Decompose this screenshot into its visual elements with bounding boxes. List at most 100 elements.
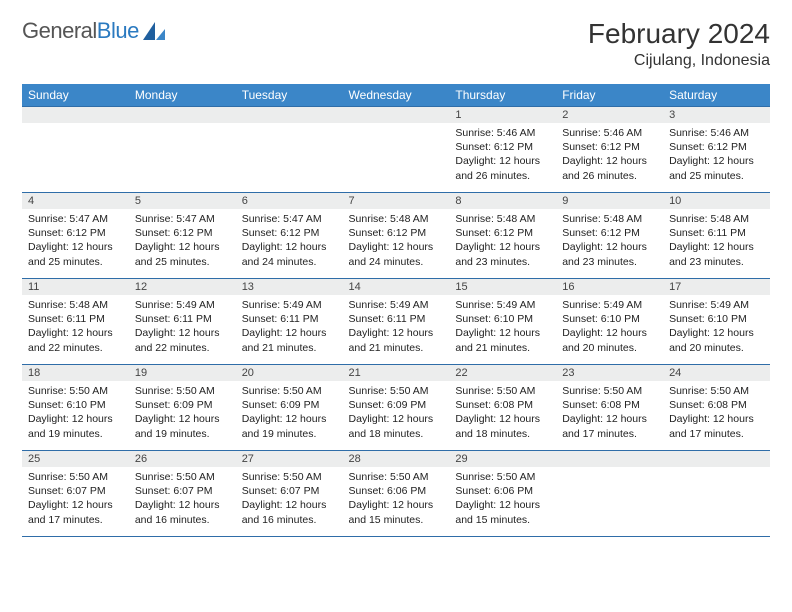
daylight-line: Daylight: 12 hours and 21 minutes.	[349, 326, 444, 354]
day-cell: 3Sunrise: 5:46 AMSunset: 6:12 PMDaylight…	[663, 107, 770, 193]
day-number: 14	[343, 279, 450, 295]
daylight-line: Daylight: 12 hours and 24 minutes.	[242, 240, 337, 268]
day-details: Sunrise: 5:50 AMSunset: 6:06 PMDaylight:…	[343, 467, 450, 533]
daylight-line: Daylight: 12 hours and 15 minutes.	[455, 498, 550, 526]
day-details: Sunrise: 5:47 AMSunset: 6:12 PMDaylight:…	[236, 209, 343, 275]
sunrise-line: Sunrise: 5:48 AM	[562, 212, 657, 226]
day-details: Sunrise: 5:47 AMSunset: 6:12 PMDaylight:…	[22, 209, 129, 275]
sunrise-line: Sunrise: 5:50 AM	[28, 384, 123, 398]
day-cell: 21Sunrise: 5:50 AMSunset: 6:09 PMDayligh…	[343, 365, 450, 451]
sunset-line: Sunset: 6:12 PM	[135, 226, 230, 240]
calendar-row: 25Sunrise: 5:50 AMSunset: 6:07 PMDayligh…	[22, 451, 770, 537]
daylight-line: Daylight: 12 hours and 16 minutes.	[135, 498, 230, 526]
sunset-line: Sunset: 6:07 PM	[242, 484, 337, 498]
daylight-line: Daylight: 12 hours and 21 minutes.	[455, 326, 550, 354]
location: Cijulang, Indonesia	[588, 52, 770, 70]
day-details	[22, 123, 129, 132]
sunrise-line: Sunrise: 5:50 AM	[455, 384, 550, 398]
day-details: Sunrise: 5:50 AMSunset: 6:08 PMDaylight:…	[449, 381, 556, 447]
daylight-line: Daylight: 12 hours and 22 minutes.	[135, 326, 230, 354]
day-number	[556, 451, 663, 467]
sunrise-line: Sunrise: 5:50 AM	[455, 470, 550, 484]
daylight-line: Daylight: 12 hours and 19 minutes.	[135, 412, 230, 440]
sunset-line: Sunset: 6:08 PM	[562, 398, 657, 412]
sunrise-line: Sunrise: 5:47 AM	[242, 212, 337, 226]
day-cell: 28Sunrise: 5:50 AMSunset: 6:06 PMDayligh…	[343, 451, 450, 537]
sunrise-line: Sunrise: 5:50 AM	[562, 384, 657, 398]
sunset-line: Sunset: 6:10 PM	[455, 312, 550, 326]
sunset-line: Sunset: 6:09 PM	[135, 398, 230, 412]
day-details: Sunrise: 5:49 AMSunset: 6:11 PMDaylight:…	[129, 295, 236, 361]
sunset-line: Sunset: 6:12 PM	[28, 226, 123, 240]
calendar-row: 4Sunrise: 5:47 AMSunset: 6:12 PMDaylight…	[22, 193, 770, 279]
sunset-line: Sunset: 6:10 PM	[562, 312, 657, 326]
day-cell: 23Sunrise: 5:50 AMSunset: 6:08 PMDayligh…	[556, 365, 663, 451]
day-cell: 1Sunrise: 5:46 AMSunset: 6:12 PMDaylight…	[449, 107, 556, 193]
day-number: 2	[556, 107, 663, 123]
day-details: Sunrise: 5:49 AMSunset: 6:10 PMDaylight:…	[449, 295, 556, 361]
sunrise-line: Sunrise: 5:48 AM	[455, 212, 550, 226]
daylight-line: Daylight: 12 hours and 26 minutes.	[562, 154, 657, 182]
daylight-line: Daylight: 12 hours and 18 minutes.	[455, 412, 550, 440]
day-number: 3	[663, 107, 770, 123]
daylight-line: Daylight: 12 hours and 17 minutes.	[669, 412, 764, 440]
day-number	[343, 107, 450, 123]
sunrise-line: Sunrise: 5:50 AM	[242, 384, 337, 398]
day-number: 25	[22, 451, 129, 467]
calendar-table: SundayMondayTuesdayWednesdayThursdayFrid…	[22, 84, 770, 537]
day-details: Sunrise: 5:50 AMSunset: 6:07 PMDaylight:…	[22, 467, 129, 533]
day-details: Sunrise: 5:50 AMSunset: 6:07 PMDaylight:…	[236, 467, 343, 533]
day-cell: 13Sunrise: 5:49 AMSunset: 6:11 PMDayligh…	[236, 279, 343, 365]
day-details: Sunrise: 5:49 AMSunset: 6:10 PMDaylight:…	[663, 295, 770, 361]
sunset-line: Sunset: 6:06 PM	[349, 484, 444, 498]
day-cell: 4Sunrise: 5:47 AMSunset: 6:12 PMDaylight…	[22, 193, 129, 279]
day-number: 11	[22, 279, 129, 295]
day-number	[236, 107, 343, 123]
logo-text: GeneralBlue	[22, 18, 139, 44]
daylight-line: Daylight: 12 hours and 26 minutes.	[455, 154, 550, 182]
day-details: Sunrise: 5:50 AMSunset: 6:08 PMDaylight:…	[556, 381, 663, 447]
sunrise-line: Sunrise: 5:49 AM	[562, 298, 657, 312]
day-number: 6	[236, 193, 343, 209]
day-number	[663, 451, 770, 467]
logo-word2: Blue	[97, 18, 139, 43]
day-details: Sunrise: 5:50 AMSunset: 6:09 PMDaylight:…	[236, 381, 343, 447]
sunrise-line: Sunrise: 5:50 AM	[349, 384, 444, 398]
logo: GeneralBlue	[22, 18, 167, 44]
day-number: 18	[22, 365, 129, 381]
daylight-line: Daylight: 12 hours and 19 minutes.	[28, 412, 123, 440]
daylight-line: Daylight: 12 hours and 25 minutes.	[669, 154, 764, 182]
sunrise-line: Sunrise: 5:46 AM	[562, 126, 657, 140]
sunset-line: Sunset: 6:12 PM	[455, 226, 550, 240]
day-cell: 26Sunrise: 5:50 AMSunset: 6:07 PMDayligh…	[129, 451, 236, 537]
sunrise-line: Sunrise: 5:47 AM	[28, 212, 123, 226]
sunset-line: Sunset: 6:11 PM	[669, 226, 764, 240]
day-cell: 25Sunrise: 5:50 AMSunset: 6:07 PMDayligh…	[22, 451, 129, 537]
sunrise-line: Sunrise: 5:50 AM	[135, 470, 230, 484]
weekday-header: Friday	[556, 84, 663, 107]
day-details: Sunrise: 5:48 AMSunset: 6:12 PMDaylight:…	[556, 209, 663, 275]
day-details: Sunrise: 5:50 AMSunset: 6:09 PMDaylight:…	[129, 381, 236, 447]
day-number: 28	[343, 451, 450, 467]
day-cell: 8Sunrise: 5:48 AMSunset: 6:12 PMDaylight…	[449, 193, 556, 279]
day-cell: 5Sunrise: 5:47 AMSunset: 6:12 PMDaylight…	[129, 193, 236, 279]
sunrise-line: Sunrise: 5:48 AM	[669, 212, 764, 226]
day-cell: 24Sunrise: 5:50 AMSunset: 6:08 PMDayligh…	[663, 365, 770, 451]
day-number: 20	[236, 365, 343, 381]
day-number: 4	[22, 193, 129, 209]
weekday-header: Saturday	[663, 84, 770, 107]
day-details: Sunrise: 5:50 AMSunset: 6:06 PMDaylight:…	[449, 467, 556, 533]
day-cell: 6Sunrise: 5:47 AMSunset: 6:12 PMDaylight…	[236, 193, 343, 279]
day-cell: 20Sunrise: 5:50 AMSunset: 6:09 PMDayligh…	[236, 365, 343, 451]
day-details: Sunrise: 5:50 AMSunset: 6:07 PMDaylight:…	[129, 467, 236, 533]
calendar-row: 1Sunrise: 5:46 AMSunset: 6:12 PMDaylight…	[22, 107, 770, 193]
weekday-header: Thursday	[449, 84, 556, 107]
day-details: Sunrise: 5:47 AMSunset: 6:12 PMDaylight:…	[129, 209, 236, 275]
sunset-line: Sunset: 6:12 PM	[562, 226, 657, 240]
weekday-header: Monday	[129, 84, 236, 107]
day-cell: 12Sunrise: 5:49 AMSunset: 6:11 PMDayligh…	[129, 279, 236, 365]
weekday-header: Wednesday	[343, 84, 450, 107]
daylight-line: Daylight: 12 hours and 24 minutes.	[349, 240, 444, 268]
daylight-line: Daylight: 12 hours and 20 minutes.	[669, 326, 764, 354]
logo-word1: General	[22, 18, 97, 43]
